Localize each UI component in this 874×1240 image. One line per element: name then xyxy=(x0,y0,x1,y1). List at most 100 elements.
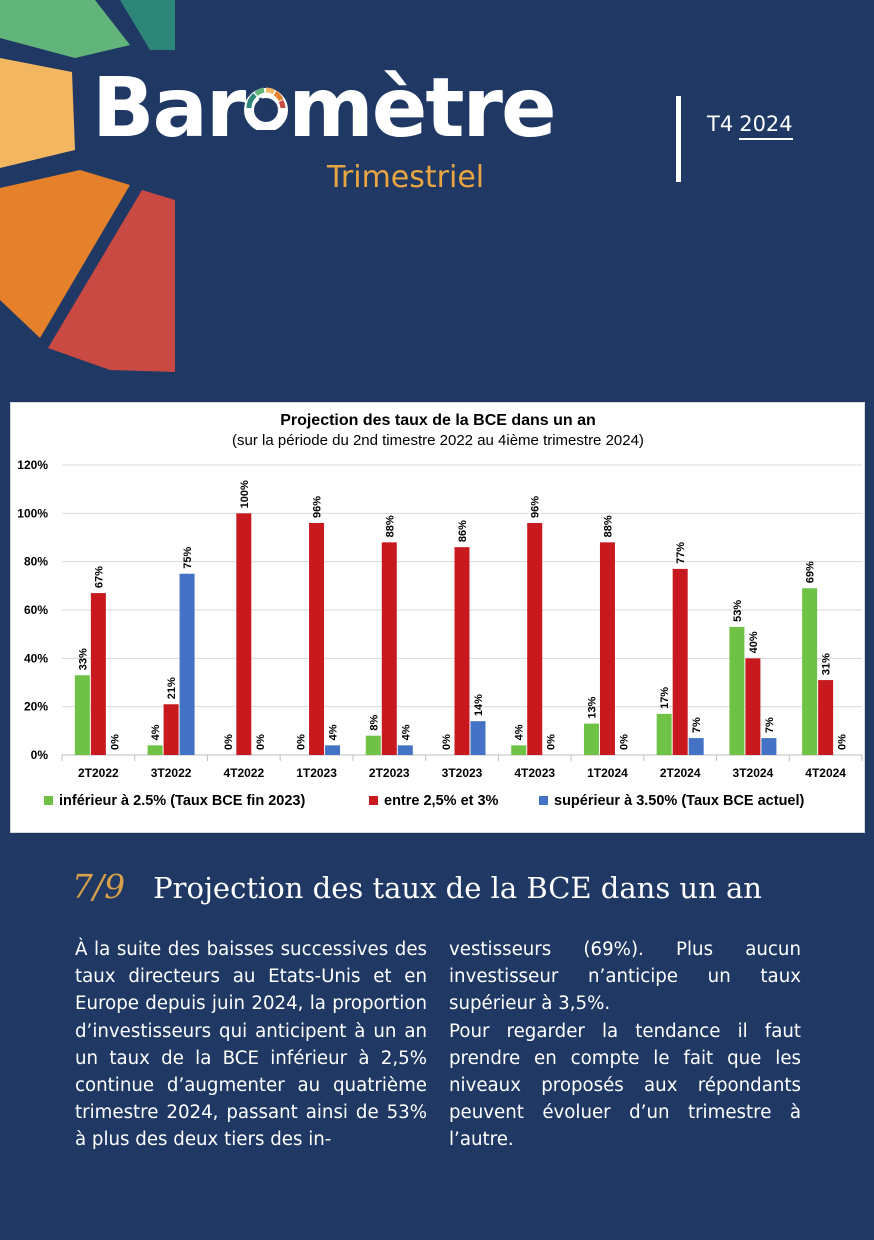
x-tick-label: 2T2022 xyxy=(78,766,119,780)
x-tick-label: 4T2024 xyxy=(805,766,846,780)
x-tick-label: 1T2024 xyxy=(587,766,628,780)
data-label: 67% xyxy=(93,566,105,588)
data-label: 0% xyxy=(618,734,630,750)
x-tick-label: 4T2022 xyxy=(223,766,264,780)
y-tick-label: 20% xyxy=(24,700,48,714)
bar xyxy=(818,680,834,755)
chart-panel: Projection des taux de la BCE dans un an… xyxy=(10,402,865,833)
legend-swatch xyxy=(44,796,53,805)
data-label: 7% xyxy=(691,717,703,733)
data-label: 0% xyxy=(109,734,121,750)
data-label: 0% xyxy=(255,734,267,750)
data-label: 21% xyxy=(166,677,178,699)
bar xyxy=(688,738,704,755)
y-tick-label: 80% xyxy=(24,555,48,569)
data-label: 53% xyxy=(732,600,744,622)
y-tick-label: 100% xyxy=(17,506,48,520)
body-paragraph: Pour regarder la tendance il faut prendr… xyxy=(449,1020,801,1151)
bar xyxy=(90,593,106,755)
bar xyxy=(761,738,777,755)
gauge-segment-yellow xyxy=(0,58,75,168)
data-label: 69% xyxy=(805,561,817,583)
bar xyxy=(309,523,325,755)
y-tick-label: 120% xyxy=(17,458,48,472)
x-tick-label: 4T2023 xyxy=(514,766,555,780)
x-tick-label: 3T2024 xyxy=(733,766,774,780)
y-tick-label: 40% xyxy=(24,651,48,665)
data-label: 40% xyxy=(748,631,760,653)
data-label: 0% xyxy=(546,734,558,750)
bar xyxy=(729,626,745,755)
body-column-left: À la suite des baisses successives des t… xyxy=(75,936,427,1154)
data-label: 86% xyxy=(457,520,469,542)
body-column-right: vestisseurs (69%). Plus aucun investisse… xyxy=(449,936,801,1154)
data-label: 8% xyxy=(368,715,380,731)
bar xyxy=(527,523,543,755)
bar xyxy=(365,735,381,755)
bar xyxy=(802,588,818,755)
data-label: 100% xyxy=(239,480,251,508)
bar xyxy=(470,721,486,755)
data-label: 13% xyxy=(586,696,598,718)
x-tick-label: 2T2023 xyxy=(369,766,410,780)
x-tick-label: 3T2022 xyxy=(151,766,192,780)
data-label: 0% xyxy=(296,734,308,750)
bar xyxy=(511,745,527,755)
bar xyxy=(236,513,252,755)
legend-entry: entre 2,5% et 3% xyxy=(384,793,499,809)
data-label: 31% xyxy=(821,653,833,675)
data-label: 4% xyxy=(328,724,340,740)
body-paragraph: À la suite des baisses successives des t… xyxy=(75,939,427,1151)
legend-swatch xyxy=(369,796,378,805)
data-label: 14% xyxy=(473,694,485,716)
subtitle-trimestriel: Trimestriel xyxy=(327,160,485,195)
bar xyxy=(179,573,195,755)
data-label: 17% xyxy=(659,687,671,709)
data-label: 4% xyxy=(400,724,412,740)
data-label: 96% xyxy=(530,496,542,518)
bar xyxy=(397,745,413,755)
bar xyxy=(656,713,672,755)
header-divider xyxy=(676,96,681,182)
data-label: 0% xyxy=(837,734,849,750)
bar xyxy=(454,547,470,755)
section-number: 7/9 xyxy=(72,867,126,906)
y-tick-label: 0% xyxy=(31,748,49,762)
chart-title: Projection des taux de la BCE dans un an xyxy=(280,412,596,429)
legend-swatch xyxy=(539,796,548,805)
data-label: 88% xyxy=(384,515,396,537)
chart-subtitle: (sur la période du 2nd timestre 2022 au … xyxy=(232,432,644,449)
decorative-gauge-segments xyxy=(0,0,175,372)
bar xyxy=(672,568,688,755)
y-tick-label: 60% xyxy=(24,603,48,617)
issue-quarter: T4 xyxy=(707,112,734,136)
bar xyxy=(745,658,761,755)
body-paragraph: vestisseurs (69%). Plus aucun investisse… xyxy=(449,939,801,1015)
section-heading: Projection des taux de la BCE dans un an xyxy=(153,871,762,905)
gauge-segment-orange xyxy=(0,170,130,338)
legend-entry: inférieur à 2.5% (Taux BCE fin 2023) xyxy=(59,793,305,809)
data-label: 33% xyxy=(77,648,89,670)
x-tick-label: 1T2023 xyxy=(296,766,337,780)
gauge-segment-red xyxy=(48,190,175,372)
data-label: 4% xyxy=(514,724,526,740)
bar xyxy=(74,675,90,755)
data-label: 96% xyxy=(312,496,324,518)
issue-year: 2024 xyxy=(739,114,793,140)
data-label: 7% xyxy=(764,717,776,733)
bar xyxy=(381,542,397,755)
gauge-segment-teal xyxy=(120,0,175,50)
data-label: 4% xyxy=(150,724,162,740)
bar xyxy=(599,542,615,755)
data-label: 77% xyxy=(675,542,687,564)
bar xyxy=(583,723,599,755)
issue-label: T4 2024 xyxy=(707,114,793,140)
barometre-title: Bar mètre xyxy=(92,61,557,156)
gauge-segment-green xyxy=(0,0,130,58)
legend-entry: supérieur à 3.50% (Taux BCE actuel) xyxy=(554,793,805,809)
x-tick-label: 2T2024 xyxy=(660,766,701,780)
data-label: 75% xyxy=(182,547,194,569)
bar xyxy=(325,745,341,755)
x-tick-label: 3T2023 xyxy=(442,766,483,780)
bar xyxy=(147,745,163,755)
